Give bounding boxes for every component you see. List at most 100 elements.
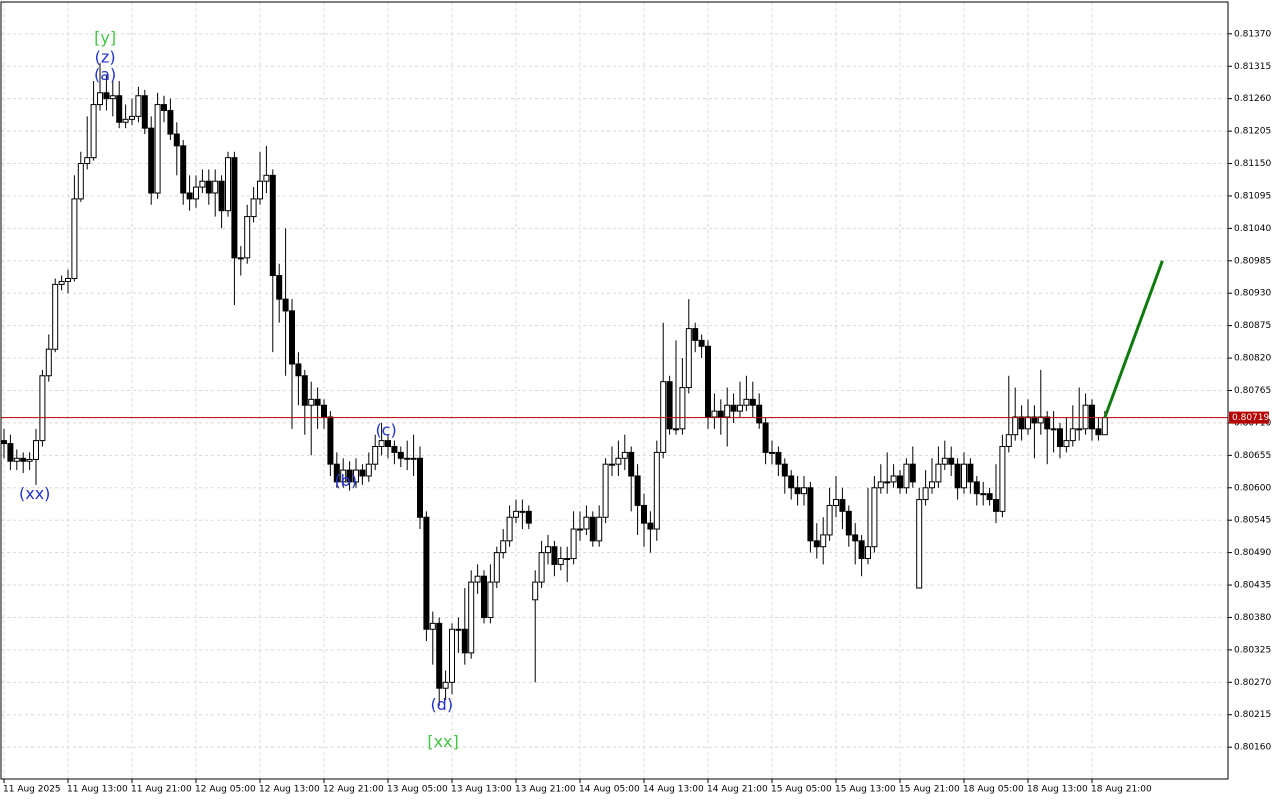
candle-body: [903, 463, 910, 489]
y-tick-label: 0.81260: [1234, 94, 1271, 104]
candle-body: [890, 475, 897, 483]
candle-body: [589, 516, 596, 542]
candle-body: [826, 504, 833, 536]
candle-body: [109, 95, 116, 100]
candle-body: [417, 457, 423, 518]
candle-body: [1076, 428, 1083, 431]
candle-body: [167, 109, 174, 135]
candle-body: [449, 628, 455, 683]
candle-body: [967, 463, 974, 483]
candle-body: [506, 516, 513, 542]
candle-body: [71, 198, 78, 279]
candle-body: [973, 481, 980, 495]
candle-body: [493, 552, 500, 583]
grid-layer: [1, 2, 1228, 779]
candle-body: [372, 446, 379, 465]
candle-body: [1, 440, 7, 445]
current-price-box: [1229, 411, 1269, 424]
candle-body: [141, 95, 148, 129]
candle-body: [858, 540, 865, 560]
candle-body: [7, 443, 14, 462]
candle-body: [1057, 428, 1063, 448]
candle-body: [148, 127, 155, 194]
candle-body: [730, 404, 737, 412]
candle-body: [1050, 428, 1057, 431]
y-tick-label: 0.80820: [1234, 354, 1271, 364]
x-tick-label: 13 Aug 13:00: [451, 785, 512, 795]
x-tick-label: 11 Aug 13:00: [67, 785, 128, 795]
candle-body: [378, 440, 385, 448]
candle-body: [442, 681, 449, 689]
candle-body: [103, 92, 110, 100]
candle-body: [461, 628, 468, 654]
candle-body: [717, 410, 724, 418]
candle-body: [397, 451, 404, 459]
y-tick-label: 0.81095: [1234, 191, 1271, 201]
candle-body: [769, 451, 775, 454]
candle-body: [1018, 416, 1025, 430]
wave-label: (z): [95, 48, 116, 67]
candle-body: [250, 198, 257, 218]
candle-body: [775, 451, 782, 465]
candle-body: [788, 475, 795, 489]
candle-body: [692, 328, 699, 341]
candle-body: [909, 463, 916, 483]
x-tick-label: 14 Aug 05:00: [579, 785, 640, 795]
candle-body: [916, 499, 923, 589]
candle-body: [781, 463, 788, 477]
candle-body: [961, 463, 967, 489]
x-tick-label: 12 Aug 21:00: [323, 785, 384, 795]
candle-body: [1005, 434, 1012, 448]
candle-body: [724, 404, 731, 418]
y-tick-label: 0.81150: [1234, 159, 1271, 169]
candle-body: [813, 540, 820, 548]
candle-body: [218, 180, 225, 212]
candle-body: [852, 534, 859, 542]
candle-body: [756, 404, 763, 424]
candle-body: [129, 115, 135, 120]
candle-body: [1031, 416, 1038, 424]
candle-body: [154, 104, 161, 194]
candle-body: [1063, 440, 1070, 448]
candle-body: [519, 510, 526, 513]
y-tick-label: 0.80270: [1234, 678, 1271, 688]
candle-body: [602, 463, 609, 518]
y-tick-label: 0.81315: [1234, 62, 1271, 72]
candle-body: [13, 457, 20, 462]
candle-body: [634, 475, 641, 506]
y-tick-label: 0.81205: [1234, 127, 1271, 137]
candle-body: [186, 192, 193, 200]
candle-body: [871, 487, 878, 548]
candle-body: [295, 363, 302, 377]
candle-body: [410, 457, 417, 460]
candle-body: [199, 180, 206, 188]
candle-body: [711, 410, 718, 418]
candle-body: [980, 493, 987, 496]
candle-body: [557, 558, 564, 565]
wave-label: (c): [375, 421, 396, 440]
wave-label: (b): [334, 471, 357, 490]
candle-body: [333, 463, 340, 483]
candle-body: [929, 481, 935, 489]
x-tick-label: 13 Aug 05:00: [387, 785, 448, 795]
candle-body: [641, 504, 647, 524]
candle-body: [487, 581, 494, 618]
x-tick-label: 13 Aug 21:00: [515, 785, 576, 795]
candle-body: [45, 348, 52, 377]
candle-body: [429, 622, 436, 630]
candle-body: [833, 499, 839, 506]
wave-label: (xx): [19, 484, 50, 503]
candle-body: [545, 546, 551, 554]
x-tick-label: 14 Aug 13:00: [643, 785, 704, 795]
x-tick-label: 11 Aug 2025: [3, 785, 61, 795]
candle-body: [468, 581, 475, 654]
candle-body: [583, 516, 590, 530]
candle-body: [820, 534, 827, 548]
candle-body: [308, 398, 315, 406]
candle-body: [205, 180, 212, 194]
candle-body: [116, 95, 123, 123]
candle-body: [263, 174, 270, 182]
candle-body: [391, 446, 398, 453]
candle-body: [436, 622, 443, 689]
